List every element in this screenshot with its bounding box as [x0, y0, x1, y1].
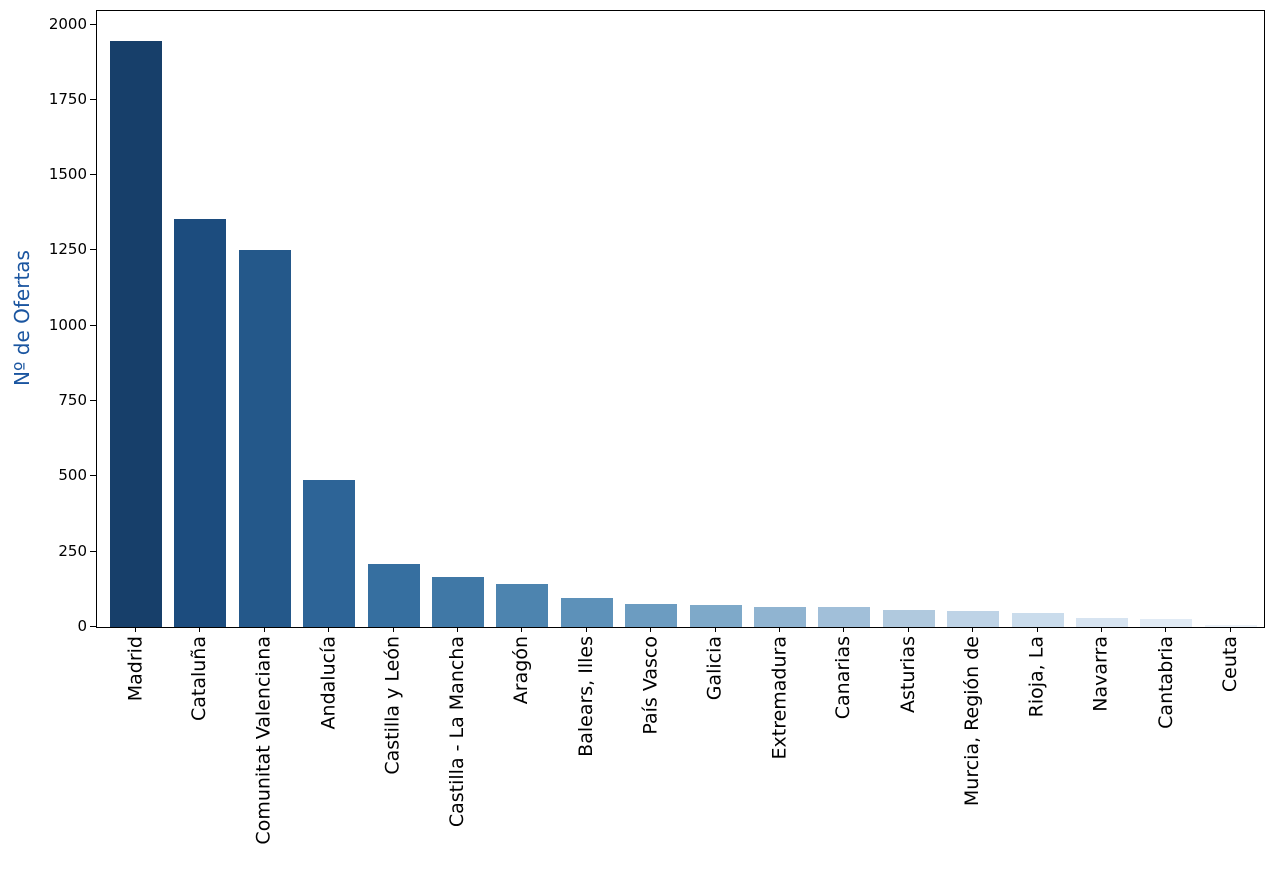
- x-tick-label: Castilla y León: [381, 636, 404, 775]
- y-tick-label: 500: [58, 466, 87, 484]
- x-tick-label: Extremadura: [768, 636, 790, 760]
- bar-cantabria: [1140, 619, 1193, 627]
- bar-ceuta: [1204, 625, 1257, 627]
- x-tick-label: Cantabria: [1154, 636, 1177, 729]
- y-tick-mark: [90, 325, 96, 326]
- x-tick-label: Murcia, Región de: [961, 636, 984, 807]
- x-tick-label: Balears, Illes: [574, 636, 597, 757]
- bar-país-vasco: [625, 604, 678, 627]
- x-tick-mark: [521, 627, 523, 632]
- x-tick-mark: [457, 627, 458, 632]
- bar-castilla-la-mancha: [432, 577, 484, 627]
- plot-area: [96, 10, 1265, 628]
- x-tick-label: Castilla - La Mancha: [446, 636, 468, 828]
- y-tick-mark: [90, 626, 96, 627]
- x-tick-label: Asturias: [896, 636, 919, 714]
- x-tick-label: Comunitat Valenciana: [252, 636, 275, 845]
- x-tick-mark: [1165, 627, 1167, 632]
- bar-andalucía: [303, 480, 356, 627]
- x-tick-label: Cataluña: [188, 636, 211, 722]
- x-tick-mark: [199, 627, 201, 632]
- x-tick-mark: [1036, 627, 1038, 632]
- y-tick-label: 750: [58, 391, 87, 409]
- x-tick-label: País Vasco: [639, 636, 662, 735]
- y-tick-mark: [90, 400, 96, 401]
- x-tick-label: Navarra: [1090, 636, 1112, 712]
- x-tick-mark: [907, 627, 909, 632]
- bar-extremadura: [754, 607, 806, 627]
- bar-asturias: [882, 610, 935, 627]
- x-tick-label: Andalucía: [317, 636, 340, 730]
- bar-murcia-región-de: [947, 611, 1000, 627]
- y-tick-label: 1750: [48, 90, 87, 108]
- x-tick-mark: [392, 627, 394, 632]
- x-tick-mark: [585, 627, 587, 632]
- x-tick-label: Ceuta: [1218, 636, 1241, 693]
- x-tick-label: Canarias: [832, 636, 855, 720]
- bar-canarias: [818, 607, 871, 627]
- y-tick-mark: [90, 99, 96, 100]
- y-tick-label: 250: [58, 542, 87, 560]
- x-tick-mark: [714, 627, 716, 632]
- x-tick-mark: [1229, 627, 1231, 632]
- y-tick-mark: [90, 24, 96, 25]
- bar-rioja-la: [1011, 613, 1064, 627]
- bar-galicia: [689, 605, 742, 627]
- bar-cataluña: [174, 219, 227, 627]
- y-tick-label: 2000: [48, 15, 87, 33]
- y-tick-mark: [90, 551, 96, 552]
- bar-navarra: [1076, 618, 1128, 627]
- x-tick-mark: [843, 627, 845, 632]
- x-tick-label: Rioja, La: [1025, 636, 1048, 718]
- x-tick-mark: [263, 627, 265, 632]
- y-tick-label: 0: [77, 617, 87, 635]
- x-tick-label: Aragón: [510, 636, 533, 705]
- x-tick-mark: [1101, 627, 1102, 632]
- bar-balears-illes: [560, 598, 613, 627]
- x-tick-label: Galicia: [703, 636, 726, 701]
- bar-aragón: [496, 584, 549, 627]
- y-tick-label: 1500: [48, 165, 87, 183]
- x-tick-label: Madrid: [124, 636, 146, 702]
- x-tick-mark: [972, 627, 974, 632]
- y-tick-label: 1250: [48, 240, 87, 258]
- x-tick-mark: [328, 627, 330, 632]
- bar-madrid: [110, 41, 162, 627]
- bar-comunitat-valenciana: [238, 250, 291, 627]
- y-tick-mark: [90, 249, 96, 250]
- y-tick-label: 1000: [48, 316, 87, 334]
- x-tick-mark: [135, 627, 136, 632]
- x-tick-mark: [650, 627, 652, 632]
- y-tick-mark: [90, 174, 96, 175]
- x-tick-mark: [779, 627, 780, 632]
- bar-castilla-y-león: [367, 564, 420, 627]
- y-tick-mark: [90, 475, 96, 476]
